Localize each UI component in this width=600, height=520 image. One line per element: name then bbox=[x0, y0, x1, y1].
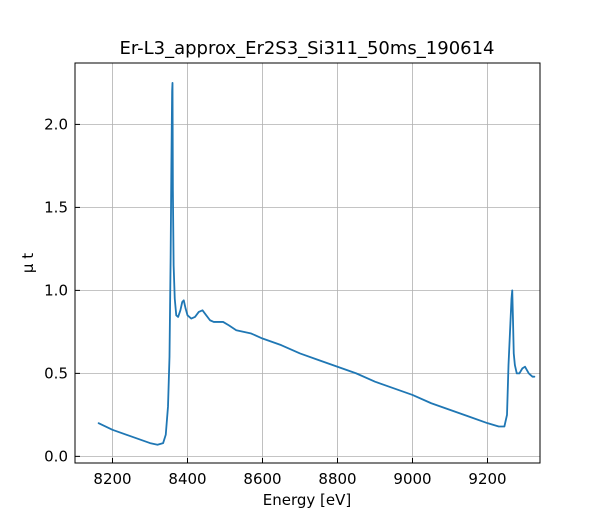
x-tick-label: 8600 bbox=[243, 470, 281, 488]
plot-frame bbox=[74, 62, 541, 464]
x-axis-label: Energy [eV] bbox=[263, 491, 351, 509]
y-axis-label: μ t bbox=[19, 253, 37, 273]
y-tick-label: 0.0 bbox=[44, 447, 68, 465]
x-tick-label: 8400 bbox=[168, 470, 206, 488]
x-tick-label: 9200 bbox=[468, 470, 506, 488]
axis-ticks: 8200 8400 8600 8800 9000 9200 0.0 0.5 1.0 1.5 2.0 bbox=[44, 115, 506, 488]
y-tick-label: 1.5 bbox=[44, 198, 68, 216]
y-tick-label: 2.0 bbox=[44, 115, 68, 133]
x-tick-label: 8200 bbox=[93, 470, 131, 488]
y-tick-label: 1.0 bbox=[44, 281, 68, 299]
x-tick-label: 9000 bbox=[393, 470, 431, 488]
x-tick-label: 8800 bbox=[318, 470, 356, 488]
grid bbox=[75, 63, 540, 463]
series-group bbox=[97, 82, 536, 446]
y-tick-label: 0.5 bbox=[44, 364, 68, 382]
series-line bbox=[97, 82, 536, 446]
chart-title: Er-L3_approx_Er2S3_Si311_50ms_190614 bbox=[119, 38, 494, 59]
